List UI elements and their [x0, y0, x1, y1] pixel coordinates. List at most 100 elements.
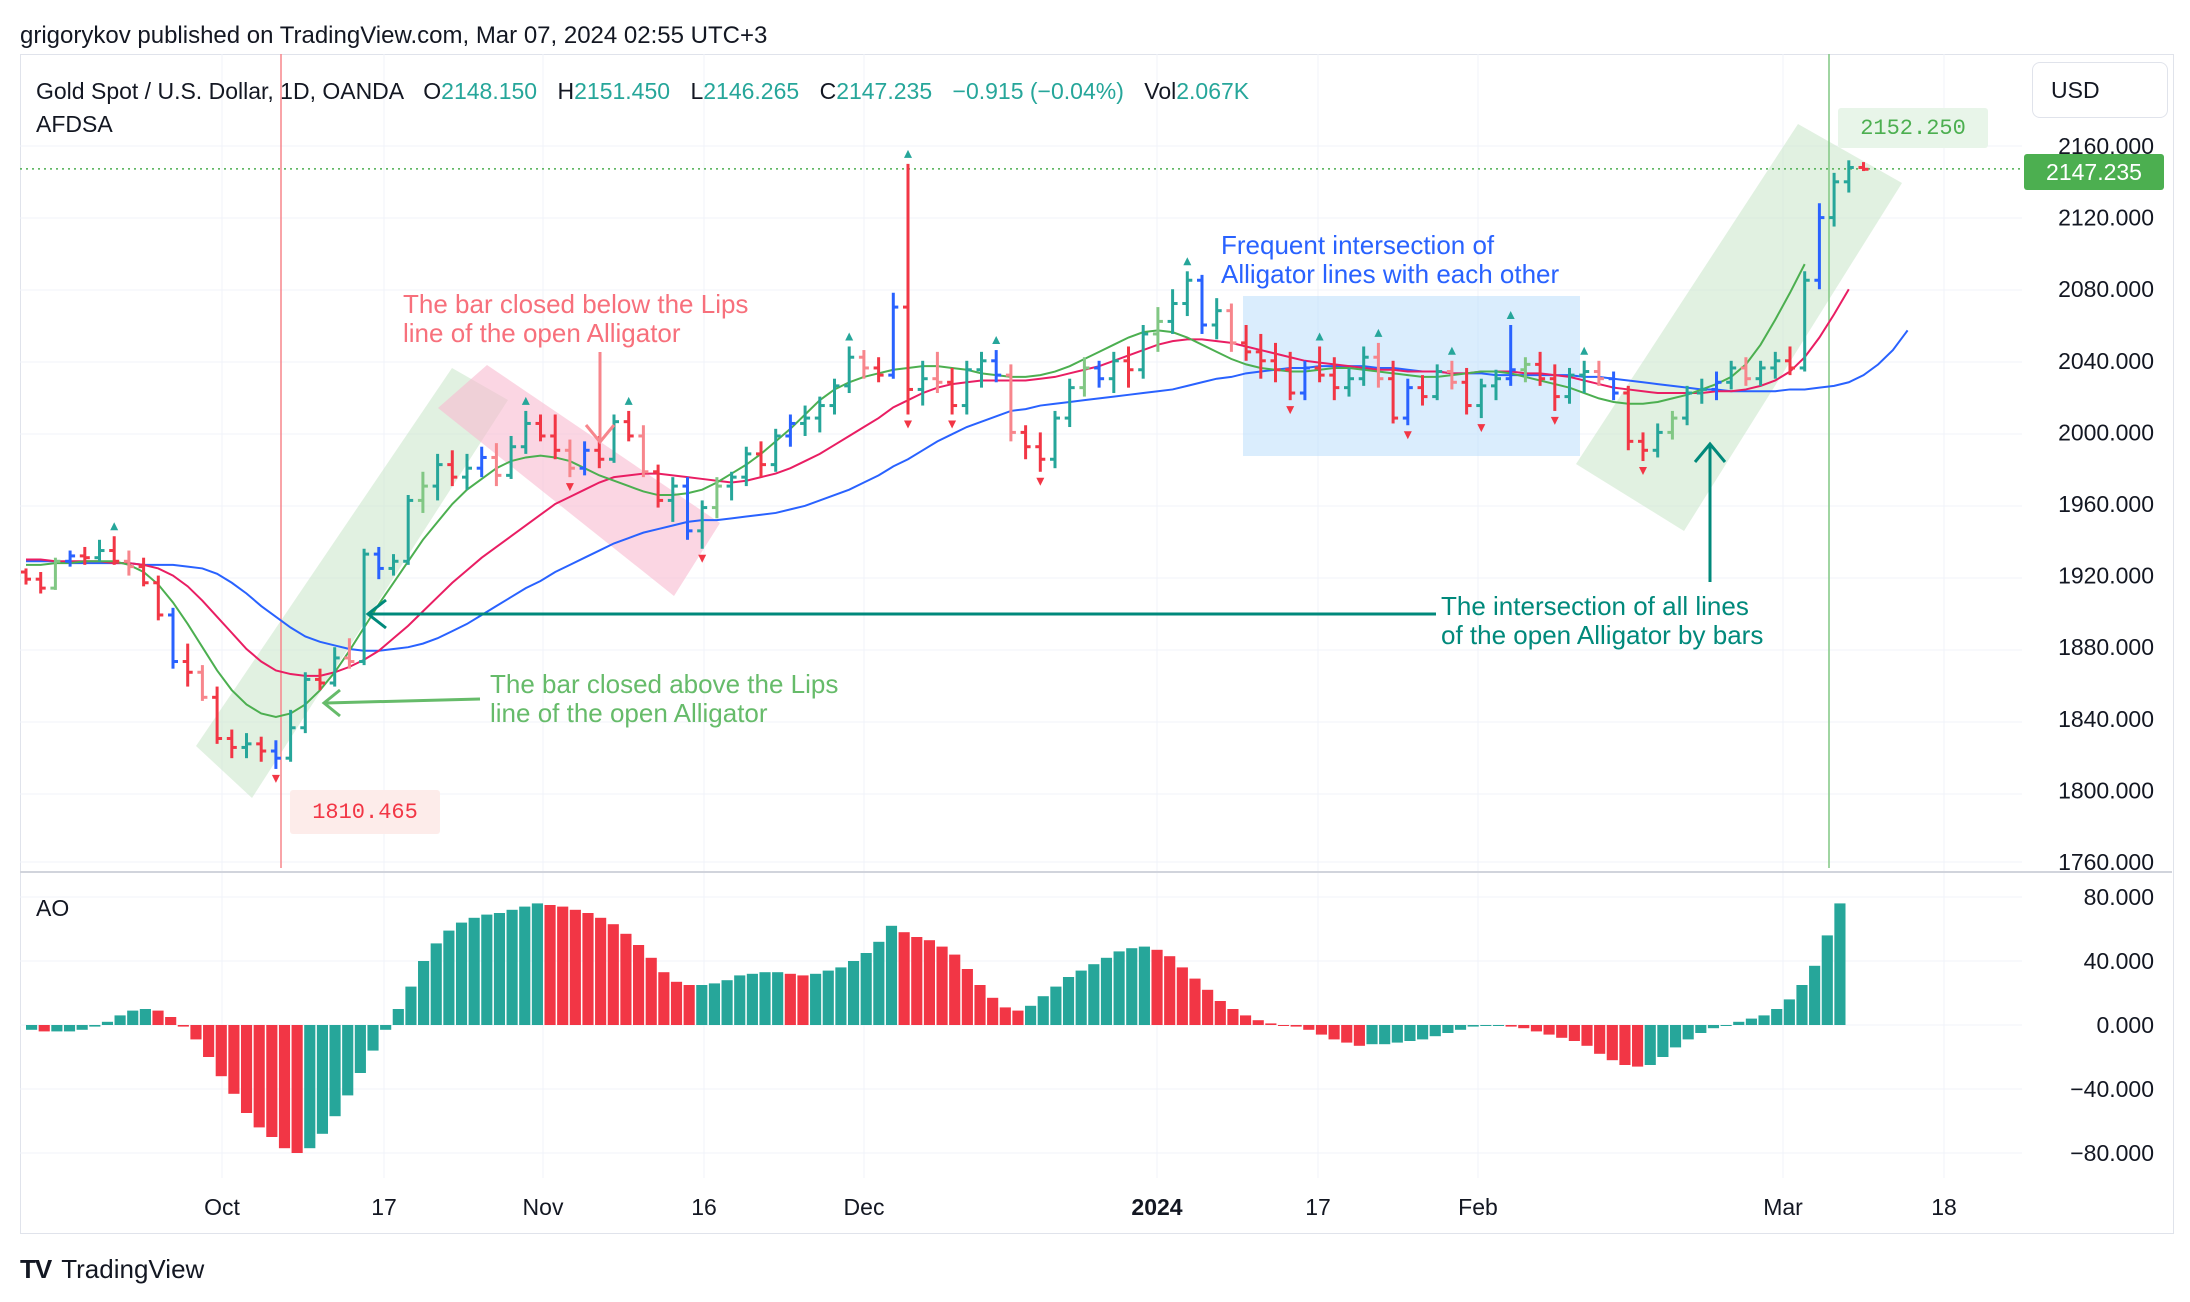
ao-bar — [898, 932, 910, 1025]
ao-bar — [1492, 1025, 1505, 1026]
fractal-down-marker — [948, 420, 957, 429]
ao-bar — [89, 1025, 101, 1027]
ao-bar — [1391, 1025, 1403, 1043]
trend-channel-down — [438, 365, 720, 596]
ao-bar — [1467, 1025, 1479, 1027]
ao-bar — [949, 954, 961, 1025]
trend-channel-up — [1576, 124, 1902, 531]
time-axis-label: 17 — [371, 1194, 397, 1220]
ohlc-bar — [123, 550, 134, 576]
ohlc-bar — [1461, 367, 1472, 415]
ao-bar — [1303, 1025, 1315, 1030]
ao-bar — [746, 973, 758, 1025]
note-line: line of the open Alligator — [403, 318, 681, 348]
ao-bar — [645, 957, 657, 1025]
ao-bar — [1821, 935, 1833, 1025]
ao-bar — [316, 1025, 328, 1134]
ohlc-bar — [1152, 307, 1163, 352]
ao-bar — [1176, 967, 1188, 1025]
ohlc-bar — [462, 453, 472, 490]
ohlc-bar — [109, 536, 120, 565]
ohlc-bar — [417, 471, 428, 513]
ohlc-bar — [138, 557, 149, 587]
fractal-down-marker — [1036, 477, 1045, 486]
ohlc-bar — [1623, 385, 1634, 451]
ohlc-bar — [550, 414, 561, 460]
ohlc-bar — [1373, 342, 1384, 388]
ao-bar — [1214, 1001, 1226, 1025]
tradingview-logo-icon: TV — [20, 1254, 52, 1284]
ohlc-bar — [1108, 351, 1119, 394]
ohlc-bar — [976, 351, 987, 388]
volume-value: 2.067K — [1176, 78, 1250, 104]
ohlc-bar — [50, 557, 61, 590]
ohlc-bar — [1417, 375, 1428, 406]
arrow-head — [1693, 441, 1727, 463]
ohlc-bar — [1079, 357, 1090, 397]
ohlc-bar — [814, 396, 825, 433]
indicator-name[interactable]: AFDSA — [36, 111, 113, 137]
ohlc-bar — [1358, 346, 1369, 386]
ao-bar — [1050, 986, 1062, 1025]
ao-bar — [1619, 1025, 1631, 1065]
ao-bar — [1505, 1025, 1517, 1027]
ao-bar — [1417, 1025, 1429, 1040]
ao-bar — [1669, 1025, 1682, 1048]
ao-indicator-name[interactable]: AO — [36, 895, 70, 921]
ohlc-bar — [1020, 425, 1031, 460]
ao-bar — [569, 909, 581, 1025]
footer-brand[interactable]: TV TradingView — [20, 1254, 204, 1285]
ohlc-bar — [1858, 162, 1869, 172]
fractal-down-marker — [1550, 416, 1559, 425]
arrow-head — [365, 598, 387, 630]
ao-axis-label: 0.000 — [2096, 1012, 2154, 1038]
ao-bar — [367, 1025, 379, 1051]
ao-bar — [1126, 948, 1138, 1025]
ao-bar — [215, 1025, 227, 1077]
ohlc-bar — [1270, 342, 1281, 383]
ohlc-bar — [65, 550, 76, 567]
price-axis-label: 1960.000 — [2058, 491, 2154, 517]
high-label: H — [557, 78, 575, 104]
ohlc-bar — [1770, 351, 1781, 379]
ao-bar — [1632, 1025, 1644, 1067]
note-line: of the open Alligator by bars — [1441, 620, 1764, 650]
time-axis-label: Oct — [204, 1194, 240, 1220]
ohlc-bar — [1638, 432, 1648, 462]
ohlc-bar — [1241, 325, 1252, 361]
currency-button[interactable]: USD — [2032, 62, 2168, 118]
ao-bar — [1100, 957, 1113, 1025]
ohlc-bar — [432, 453, 443, 501]
ohlc-bar — [1226, 303, 1237, 352]
ao-bar — [1113, 951, 1125, 1025]
ao-bar — [1151, 949, 1163, 1025]
price-axis-label: 1880.000 — [2058, 634, 2154, 660]
ohlc-bar — [359, 548, 370, 666]
ao-bar — [923, 940, 935, 1025]
ao-bar — [1581, 1025, 1593, 1046]
ohlc-bar — [579, 441, 590, 476]
ohlc-bar — [623, 410, 634, 442]
fractal-up-marker — [1315, 332, 1324, 341]
ao-bar — [860, 953, 872, 1025]
price-axis-label: 2000.000 — [2058, 419, 2154, 445]
ohlc-bar — [1520, 357, 1531, 383]
ao-bar — [354, 1025, 366, 1073]
price-axis-label: 1840.000 — [2058, 706, 2154, 732]
ao-bar — [1164, 956, 1176, 1025]
ohlc-bar — [903, 163, 913, 415]
ohlc-bar — [476, 446, 487, 478]
ao-bar — [1012, 1010, 1024, 1025]
time-axis-label: Nov — [523, 1194, 564, 1220]
ohlc-bar — [256, 736, 267, 762]
ohlc-bar — [1755, 360, 1766, 386]
note-frequent-intersection: Frequent intersection of Alligator lines… — [1221, 231, 1559, 289]
ao-bar — [342, 1025, 354, 1096]
trend-channel-up — [196, 368, 508, 798]
ao-bar — [1379, 1025, 1391, 1045]
ohlc-bar — [1535, 351, 1546, 386]
alligator-jaw-line — [26, 329, 1909, 652]
ao-bar — [51, 1025, 63, 1032]
ao-bar — [633, 945, 645, 1025]
